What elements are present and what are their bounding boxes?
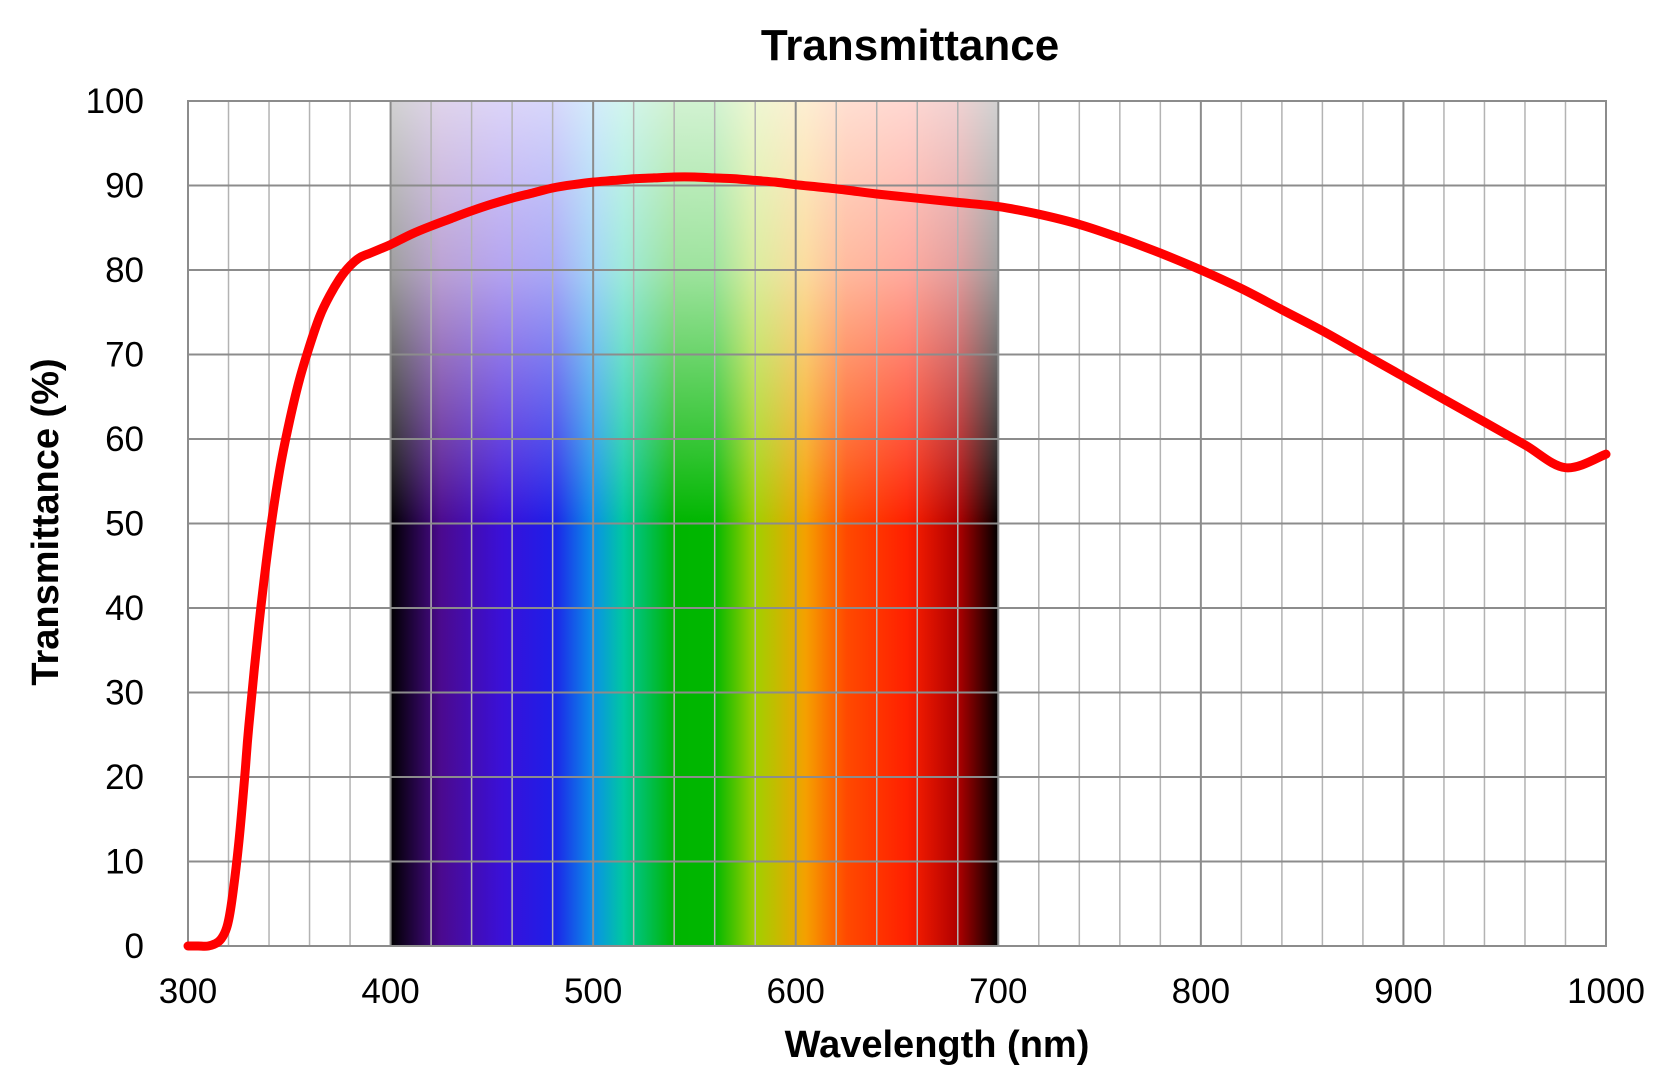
series-layer	[183, 172, 1611, 951]
x-tick-label: 500	[564, 972, 622, 1011]
y-tick-label: 80	[105, 251, 144, 290]
y-tick-labels: 0 10 20 30 40 50 60 70 80 90 100	[86, 82, 144, 966]
y-tick-label: 20	[105, 758, 144, 797]
y-axis-label: Transmittance (%)	[25, 358, 67, 685]
y-tick-label: 50	[105, 505, 144, 544]
x-tick-label: 1000	[1567, 972, 1645, 1011]
y-tick-label: 70	[105, 336, 144, 375]
y-tick-label: 60	[105, 420, 144, 459]
y-tick-label: 0	[125, 927, 144, 966]
x-tick-label: 600	[767, 972, 825, 1011]
series-line-transmittance	[183, 172, 1611, 951]
x-tick-label: 400	[361, 972, 419, 1011]
x-tick-label: 900	[1374, 972, 1432, 1011]
y-tick-label: 90	[105, 167, 144, 206]
x-axis-label: Wavelength (nm)	[785, 1024, 1090, 1066]
chart-title: Transmittance	[761, 21, 1059, 70]
x-tick-labels: 300 400 500 600 700 800 900 1000	[159, 972, 1645, 1011]
y-tick-label: 30	[105, 674, 144, 713]
x-tick-label: 700	[969, 972, 1027, 1011]
x-tick-label: 300	[159, 972, 217, 1011]
y-tick-label: 40	[105, 589, 144, 628]
y-tick-label: 10	[105, 843, 144, 882]
y-tick-label: 100	[86, 82, 144, 121]
x-tick-label: 800	[1172, 972, 1230, 1011]
plot-border	[187, 100, 1607, 947]
